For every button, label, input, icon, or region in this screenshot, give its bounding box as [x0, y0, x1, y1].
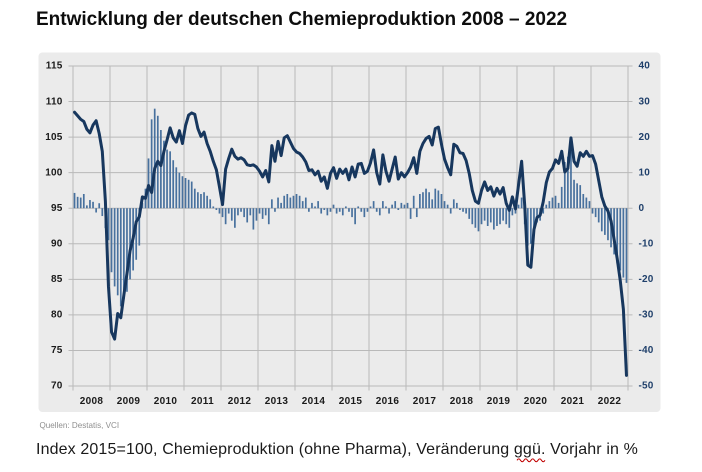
svg-text:2013: 2013 [265, 396, 289, 407]
svg-text:2015: 2015 [339, 396, 363, 407]
svg-text:2010: 2010 [154, 396, 178, 407]
svg-text:2022: 2022 [598, 396, 622, 407]
svg-text:80: 80 [51, 310, 63, 321]
svg-text:-40: -40 [639, 345, 654, 356]
svg-text:30: 30 [639, 96, 651, 107]
svg-text:0: 0 [639, 203, 645, 214]
svg-text:95: 95 [51, 203, 63, 214]
svg-text:75: 75 [51, 345, 63, 356]
svg-text:2018: 2018 [450, 396, 474, 407]
svg-text:2016: 2016 [376, 396, 400, 407]
svg-text:105: 105 [45, 132, 63, 143]
svg-text:2017: 2017 [413, 396, 437, 407]
svg-text:-20: -20 [639, 274, 654, 285]
svg-text:-50: -50 [639, 381, 654, 392]
svg-text:110: 110 [46, 96, 63, 107]
svg-text:40: 40 [639, 61, 651, 72]
svg-text:100: 100 [45, 167, 63, 178]
svg-text:70: 70 [51, 381, 63, 392]
svg-text:2020: 2020 [524, 396, 548, 407]
svg-text:2012: 2012 [228, 396, 252, 407]
svg-text:20: 20 [639, 132, 651, 143]
svg-text:10: 10 [639, 167, 651, 178]
svg-text:85: 85 [51, 274, 63, 285]
svg-text:2021: 2021 [561, 396, 585, 407]
svg-text:-10: -10 [639, 238, 654, 249]
svg-text:-30: -30 [639, 310, 654, 321]
svg-text:115: 115 [46, 61, 63, 72]
svg-text:2009: 2009 [117, 396, 141, 407]
svg-text:2008: 2008 [80, 396, 104, 407]
svg-text:2019: 2019 [487, 396, 511, 407]
svg-text:2014: 2014 [302, 396, 326, 407]
svg-text:90: 90 [51, 238, 63, 249]
svg-text:2011: 2011 [191, 396, 214, 407]
